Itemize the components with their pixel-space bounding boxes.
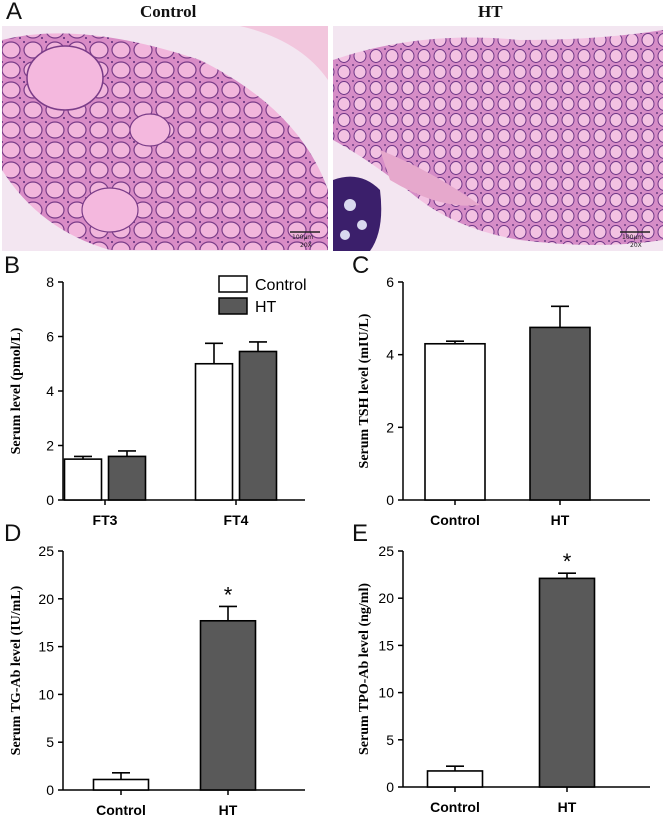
chart-d-ylabel: Serum TG-Ab level (IU/mL) xyxy=(9,585,24,755)
chart-d-ytick-label: 5 xyxy=(46,734,54,750)
chart-d-significance-ht: * xyxy=(224,582,233,607)
chart-c-ylabel: Serum TSH level (mIU/L) xyxy=(357,313,372,468)
chart-b-legend-swatch-control xyxy=(218,275,248,293)
chart-c-xtick-label: HT xyxy=(551,512,570,528)
chart-e-bar-control xyxy=(426,770,484,788)
chart-e-ytick-label: 5 xyxy=(386,732,394,748)
chart-e-ytick-label: 20 xyxy=(378,590,394,606)
chart-b-ytick-label: 0 xyxy=(46,492,54,508)
magnification-label-ht: 20X xyxy=(630,242,642,249)
chart-d-ytick-label: 0 xyxy=(46,782,54,798)
chart-e-ytick-label: 0 xyxy=(386,779,394,795)
chart-b-legend-swatch-ht xyxy=(218,297,248,315)
chart-c-ytick-label: 4 xyxy=(386,347,394,363)
chart-b-ylabel: Serum level (pmol/L) xyxy=(9,327,24,454)
chart-e-xtick-label: HT xyxy=(558,799,577,815)
chart-c-ytick-label: 2 xyxy=(386,419,394,435)
panel-c-letter: C xyxy=(352,252,370,279)
chart-d-ytick-label: 10 xyxy=(38,686,54,702)
chart-d-xtick-label: HT xyxy=(219,802,238,817)
chart-e-ytick-label: 25 xyxy=(378,543,394,559)
chart-b-bar-ft3-ht xyxy=(107,455,147,501)
panel-a-letter: A xyxy=(6,0,23,25)
chart-b-legend-label-control: Control xyxy=(255,277,307,294)
chart-b-ytick-label: 4 xyxy=(46,383,54,399)
histology-control-image xyxy=(2,26,328,251)
chart-b-xtick-label: FT3 xyxy=(93,512,118,528)
chart-d-ytick-label: 20 xyxy=(38,591,54,607)
panel-b-letter: B xyxy=(4,252,21,279)
chart-e-ylabel: Serum TPO-Ab level (ng/ml) xyxy=(357,583,372,755)
chart-b-ytick-label: 2 xyxy=(46,438,54,454)
chart-e-ytick-label: 10 xyxy=(378,685,394,701)
chart-b-bar-ft3-control xyxy=(63,458,103,501)
chart-b-ytick-label: 6 xyxy=(46,329,54,345)
scale-bar-label-control: 100µm xyxy=(292,234,314,241)
histology-images xyxy=(2,26,663,251)
chart-c-ytick-label: 6 xyxy=(386,274,394,290)
chart-e-bar-ht xyxy=(538,577,596,788)
chart-d-ytick-label: 15 xyxy=(38,639,54,655)
panel-d-letter: D xyxy=(4,520,22,547)
chart-c-ytick-label: 0 xyxy=(386,492,394,508)
chart-e-significance-ht: * xyxy=(563,549,572,574)
chart-c-bar-ht xyxy=(529,326,591,501)
histology-title-control: Control xyxy=(140,2,197,21)
chart-b-ytick-label: 8 xyxy=(46,274,54,290)
histology-ht-image xyxy=(333,26,663,251)
chart-d-xtick-label: Control xyxy=(96,802,146,817)
chart-b-legend-label-ht: HT xyxy=(255,299,277,316)
chart-e-ytick-label: 15 xyxy=(378,637,394,653)
panel-e-letter: E xyxy=(352,520,369,547)
chart-c-xtick-label: Control xyxy=(430,512,480,528)
scale-bar-label-ht: 100µm xyxy=(622,234,644,241)
chart-b-bar-ft4-control xyxy=(194,362,234,501)
chart-e-xtick-label: Control xyxy=(430,799,480,815)
chart-d-ytick-label: 25 xyxy=(38,543,54,559)
histology-title-ht: HT xyxy=(478,2,503,21)
chart-b-xtick-label: FT4 xyxy=(224,512,249,528)
magnification-label-control: 20X xyxy=(300,242,312,249)
